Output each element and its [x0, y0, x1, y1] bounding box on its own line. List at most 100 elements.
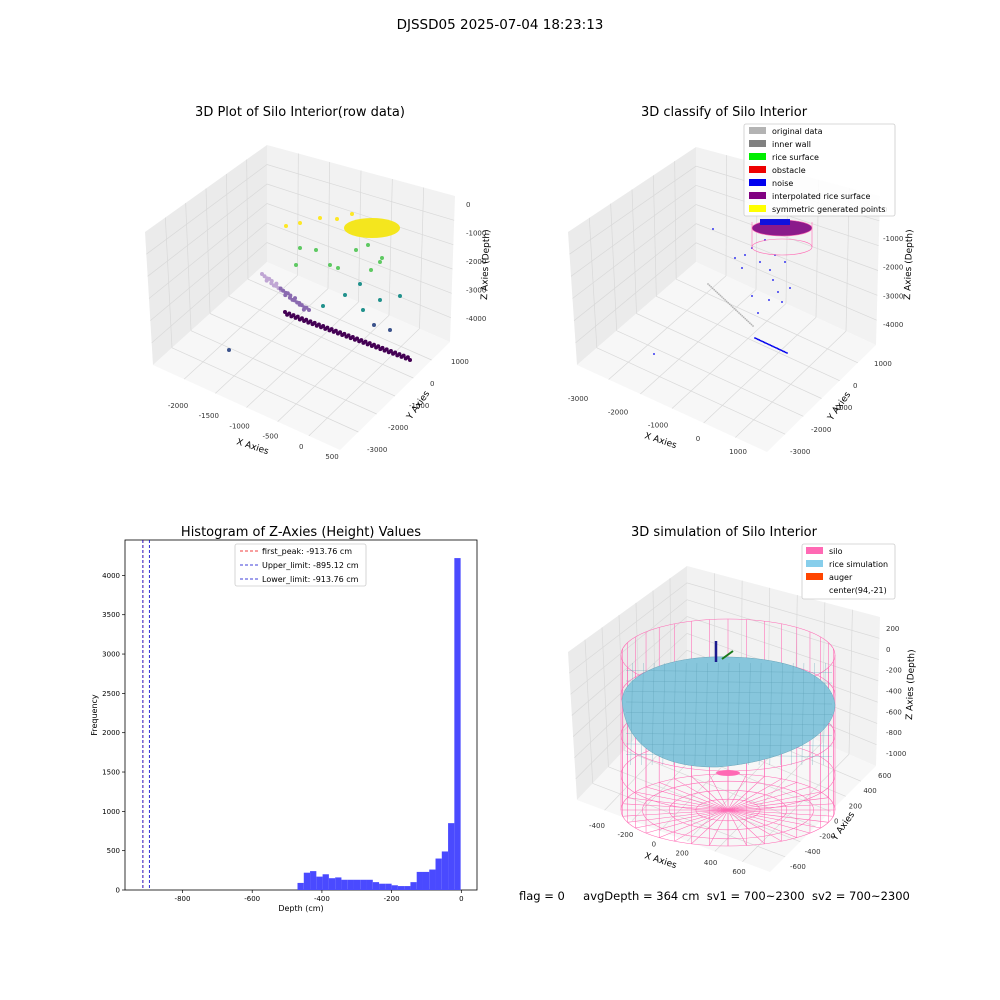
histogram-bar: [422, 871, 430, 890]
data-point: [730, 304, 733, 307]
silo-spoke: [727, 775, 765, 811]
surface-cluster: [344, 218, 400, 238]
mesh-line: [625, 733, 833, 736]
data-point: [717, 293, 720, 296]
auger-arm: [721, 650, 734, 660]
data-point: [378, 298, 382, 302]
data-point: [328, 263, 332, 267]
data-point: [366, 243, 370, 247]
panel-histogram: Histogram of Z-Axies (Height) Values -80…: [90, 525, 478, 913]
data-point: [359, 338, 364, 343]
axis-tick-labels: -2000 -1500 -1000 -500 0 500 1000 0 -1000 -2000 -3…: [168, 201, 487, 461]
histogram-bar: [310, 871, 317, 890]
grid-line: [569, 582, 880, 674]
data-points: [227, 212, 412, 362]
data-point: [750, 323, 753, 326]
mesh-line: [662, 662, 665, 766]
histogram-bar: [353, 879, 361, 890]
z-tick-label: -4000: [466, 315, 486, 323]
data-point: [759, 339, 762, 342]
data-point: [388, 348, 393, 353]
legend-label: inner wall: [772, 140, 811, 149]
mesh-line: [673, 662, 676, 766]
y-tick-label: 600: [878, 772, 891, 780]
histogram-bar: [454, 558, 461, 890]
legend-label: Lower_limit: -913.76 cm: [262, 575, 359, 584]
data-point: [298, 246, 302, 250]
mesh-line: [812, 662, 815, 766]
data-point: [755, 337, 758, 340]
histogram-bars: [297, 558, 461, 890]
silo-bottom-center: [716, 770, 740, 776]
grid-line: [714, 742, 823, 852]
y-tick-label: 3500: [102, 611, 120, 619]
data-point: [350, 212, 354, 216]
grid-line: [742, 754, 850, 862]
x-tick-label: -200: [384, 895, 400, 903]
grid-line: [247, 278, 432, 361]
legend-swatch: [749, 205, 766, 212]
data-point: [308, 319, 313, 324]
data-point: [789, 287, 791, 289]
data-point: [747, 320, 750, 323]
y-axis-label: Frequency: [90, 694, 99, 736]
grid-line: [601, 627, 609, 767]
silo-spoke: [659, 782, 729, 811]
data-point: [786, 352, 788, 354]
x-tick-label: -1000: [229, 422, 249, 430]
legend-label: auger: [829, 573, 853, 582]
panel-raw-title: 3D Plot of Silo Interior(row data): [195, 105, 405, 120]
y-tick-label: 500: [107, 847, 120, 855]
grid-line: [676, 278, 858, 364]
silo-spoke: [727, 774, 747, 811]
data-point: [777, 291, 779, 293]
grid-line: [624, 749, 816, 827]
data-point: [774, 346, 777, 349]
x-tick-label: -400: [589, 822, 605, 830]
panel-simulation-3d: 3D simulation of Silo Interior -400 -200 0…: [568, 525, 917, 876]
panel-simulation-title: 3D simulation of Silo Interior: [631, 525, 818, 540]
x-tick-label: -800: [175, 895, 191, 903]
data-point: [378, 260, 382, 264]
legend-label: rice surface: [772, 153, 819, 162]
mesh-line: [651, 662, 655, 766]
y-tick-label: 1000: [874, 360, 892, 368]
silo-spoke: [727, 803, 834, 811]
data-point: [741, 267, 743, 269]
pane-left: [568, 147, 696, 365]
data-point: [335, 217, 339, 221]
data-point: [759, 261, 761, 263]
x-tick-label: -400: [314, 895, 330, 903]
data-point: [295, 314, 300, 319]
z-tick-label: -800: [886, 729, 902, 737]
data-point: [744, 254, 746, 256]
data-point: [763, 341, 766, 344]
z-tick-label: -3000: [466, 287, 486, 295]
data-point: [283, 310, 287, 314]
data-point: [719, 294, 722, 297]
data-point: [371, 342, 376, 347]
data-point: [772, 279, 774, 281]
x-tick-label: 400: [704, 859, 717, 867]
data-point: [329, 327, 334, 332]
legend-swatch: [749, 192, 766, 199]
legend-label: interpolated rice surface: [772, 192, 870, 201]
x-tick-label: 0: [299, 443, 303, 451]
silo-spoke: [627, 797, 729, 811]
legend-swatch: [749, 179, 766, 186]
data-point: [316, 322, 321, 327]
silo-spoke: [674, 778, 729, 811]
grid-line: [584, 639, 594, 784]
axis-tick-labels: -3000 -2000 -1000 0 1000 1000 0 -1000 -2000 -3000…: [568, 206, 904, 456]
x-tick-label: 600: [732, 868, 745, 876]
data-point: [766, 342, 769, 345]
data-point: [298, 221, 302, 225]
sv1-value: sv1 = 700~2300: [706, 889, 805, 903]
x-tick-label: -600: [244, 895, 260, 903]
data-point: [291, 313, 296, 318]
y-tick-label: -200: [819, 833, 835, 841]
data-point: [363, 339, 368, 344]
histogram-bar: [366, 879, 373, 890]
x-tick-label: -1000: [648, 422, 668, 430]
data-point: [408, 358, 412, 362]
